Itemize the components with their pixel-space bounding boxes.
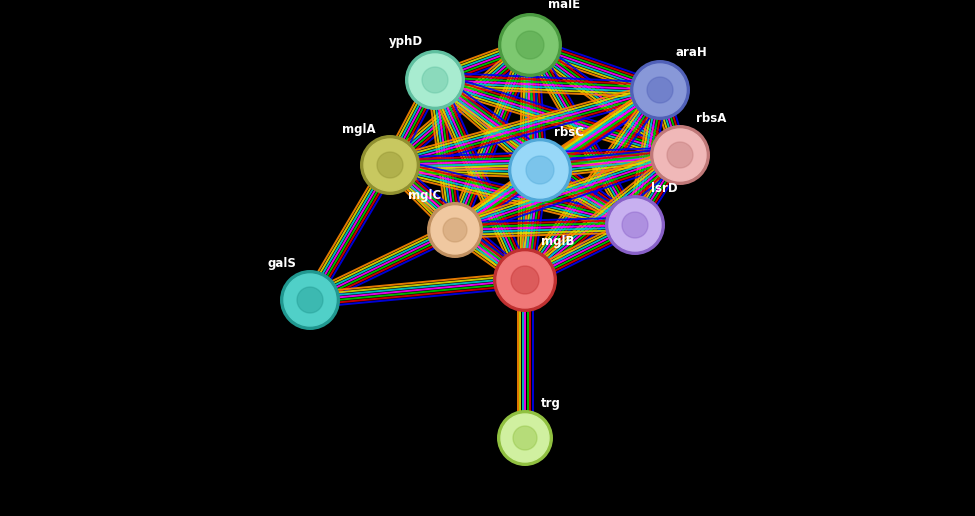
Circle shape — [609, 199, 661, 251]
Text: trg: trg — [541, 397, 561, 411]
Circle shape — [513, 426, 537, 450]
Text: araH: araH — [676, 45, 708, 58]
Text: lsrD: lsrD — [651, 183, 678, 196]
Circle shape — [422, 67, 448, 93]
Circle shape — [498, 13, 562, 77]
Circle shape — [630, 60, 690, 120]
Circle shape — [497, 410, 553, 466]
Circle shape — [650, 125, 710, 185]
Circle shape — [497, 252, 553, 308]
Text: rbsA: rbsA — [696, 112, 726, 125]
Circle shape — [508, 138, 572, 202]
Circle shape — [364, 139, 416, 191]
Circle shape — [360, 135, 420, 195]
Circle shape — [501, 414, 549, 462]
Circle shape — [512, 142, 568, 198]
Circle shape — [634, 64, 686, 116]
Circle shape — [622, 212, 648, 238]
Circle shape — [297, 287, 323, 313]
Circle shape — [493, 248, 557, 312]
Circle shape — [431, 206, 479, 254]
Circle shape — [377, 152, 403, 178]
Text: rbsC: rbsC — [554, 125, 584, 138]
Text: mglB: mglB — [541, 235, 574, 249]
Circle shape — [605, 195, 665, 255]
Text: malE: malE — [548, 0, 580, 11]
Circle shape — [427, 202, 483, 258]
Circle shape — [511, 266, 539, 294]
Circle shape — [443, 218, 467, 242]
Circle shape — [284, 274, 336, 326]
Text: yphD: yphD — [389, 36, 423, 49]
Circle shape — [502, 17, 558, 73]
Circle shape — [280, 270, 340, 330]
Text: galS: galS — [267, 257, 296, 270]
Circle shape — [654, 129, 706, 181]
Text: mglA: mglA — [342, 122, 376, 136]
Text: mglC: mglC — [408, 189, 441, 202]
Circle shape — [667, 142, 693, 168]
Circle shape — [647, 77, 673, 103]
Circle shape — [526, 156, 554, 184]
Circle shape — [405, 50, 465, 110]
Circle shape — [516, 31, 544, 59]
Circle shape — [409, 54, 461, 106]
